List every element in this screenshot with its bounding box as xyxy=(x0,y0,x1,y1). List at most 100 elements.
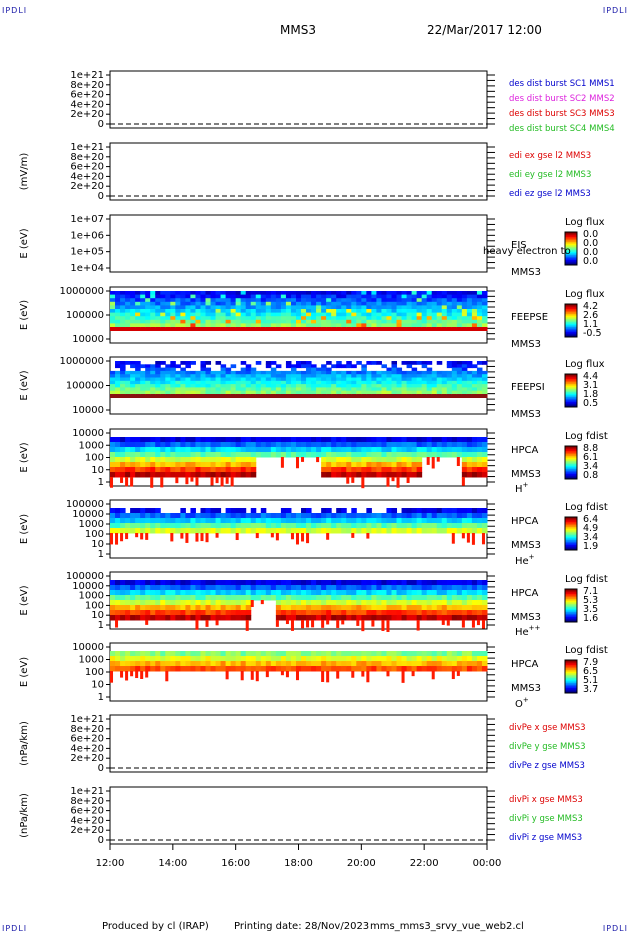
spectrogram-cell xyxy=(175,457,181,463)
spectrogram-cell xyxy=(476,327,483,331)
spectrogram-cell xyxy=(205,651,212,657)
spectrogram-cell xyxy=(331,294,337,299)
spectrogram-cell xyxy=(170,528,176,534)
spectrogram-cell xyxy=(386,600,392,606)
spectrogram-cell xyxy=(295,364,302,369)
spectrogram-cell xyxy=(391,390,398,395)
spectrogram-cell xyxy=(170,452,176,458)
spectrogram-cell xyxy=(130,316,136,321)
spectrogram-cell xyxy=(416,447,423,453)
spectrogram-cell xyxy=(446,508,453,514)
spectrogram-cell xyxy=(145,387,151,392)
spectrogram-cell xyxy=(205,467,212,473)
colorbar-title: Log flux xyxy=(565,217,605,228)
spectrogram-cell xyxy=(401,580,408,586)
colorbar-swatch xyxy=(565,250,577,253)
spectrogram-cell xyxy=(185,605,191,611)
spectrogram-cell xyxy=(391,387,398,392)
colorbar-swatch xyxy=(565,397,577,400)
spectrogram-cell xyxy=(456,294,463,299)
spectrogram-cell xyxy=(160,367,166,372)
spectrogram-cell xyxy=(421,384,428,388)
spectrogram-cell xyxy=(285,661,292,667)
spectrogram-cell xyxy=(175,452,181,458)
spectrogram-cell xyxy=(115,467,121,473)
spectrogram-cell xyxy=(255,666,262,672)
spectrogram-cell xyxy=(366,518,372,524)
spectrogram-cell xyxy=(225,651,232,657)
spectrogram-cell xyxy=(416,528,423,534)
spectrogram-cell xyxy=(230,513,237,519)
spectrogram-cell xyxy=(446,370,453,375)
spectrogram-cell xyxy=(326,533,330,540)
spectrogram-cell xyxy=(180,452,186,458)
spectrogram-cell xyxy=(115,323,121,328)
spectrogram-cell xyxy=(140,374,146,378)
spectrogram-cell xyxy=(285,309,292,314)
spectrogram-cell xyxy=(110,605,116,611)
spectrogram-cell xyxy=(230,298,237,303)
spectrogram-cell xyxy=(210,610,217,616)
spectrogram-cell xyxy=(346,370,352,375)
spectrogram-cell xyxy=(416,651,423,657)
spectrogram-cell xyxy=(210,387,217,392)
spectrogram-cell xyxy=(366,462,372,468)
spectrogram-cell xyxy=(295,301,302,306)
colorbar-swatch xyxy=(565,475,577,478)
y-tick-label: 6e+20 xyxy=(70,806,104,817)
spectrogram-cell xyxy=(406,380,413,385)
spectrogram-cell xyxy=(451,327,458,331)
colorbar-tick-label: 3.1 xyxy=(583,380,598,391)
spectrogram-cell xyxy=(245,513,252,519)
spectrogram-cell xyxy=(426,442,433,448)
spectrogram-cell xyxy=(290,595,297,601)
spectrogram-cell xyxy=(446,294,453,299)
spectrogram-cell xyxy=(130,390,136,395)
spectrogram-cell xyxy=(275,384,282,388)
spectrogram-cell xyxy=(421,294,428,299)
spectrogram-cell xyxy=(135,580,141,586)
spectrogram-cell xyxy=(160,384,166,388)
spectrogram-cell xyxy=(285,585,292,591)
spectrogram-cell xyxy=(421,312,428,317)
spectrogram-cell xyxy=(341,452,347,458)
spectrogram-cell xyxy=(110,291,116,296)
spectrogram-cell xyxy=(135,661,141,667)
spectrogram-cell xyxy=(180,437,186,443)
spectrogram-cell xyxy=(275,661,282,667)
spectrogram-cell xyxy=(195,661,201,667)
spectrogram-cell xyxy=(295,442,302,448)
spectrogram-cell xyxy=(431,327,438,331)
spectrogram-cell xyxy=(240,291,247,296)
y-axis-label: E (eV) xyxy=(19,585,30,615)
footer-produced-by: Produced by cl (IRAP) xyxy=(102,921,209,932)
spectrogram-cell xyxy=(125,380,131,385)
spectrogram-cell xyxy=(120,361,126,365)
spectrogram-cell xyxy=(135,447,141,453)
spectrogram-cell xyxy=(471,656,478,662)
spectrogram-cell xyxy=(145,291,151,296)
colorbar-swatch xyxy=(565,620,577,623)
spectrogram-cell xyxy=(431,316,438,321)
spectrogram-cell xyxy=(185,590,191,596)
spectrogram-cell xyxy=(275,380,282,385)
spectrogram-cell xyxy=(466,590,473,596)
spectrogram-cell xyxy=(280,457,284,468)
spectrogram-cell xyxy=(290,367,297,372)
spectrogram-cell xyxy=(260,374,267,378)
spectrogram-cell xyxy=(285,518,292,524)
spectrogram-cell xyxy=(441,585,448,591)
colorbar-swatch xyxy=(565,472,577,475)
spectrogram-cell xyxy=(416,301,423,306)
spectrogram-cell xyxy=(456,364,463,369)
spectrogram-cell xyxy=(386,316,392,321)
spectrogram-cell xyxy=(290,364,297,369)
colorbar-tick-label: 2.6 xyxy=(583,310,598,321)
spectrogram-cell xyxy=(140,384,146,388)
spectrogram-cell xyxy=(230,615,237,621)
spectrogram-cell xyxy=(301,508,307,514)
spectrogram-cell xyxy=(471,615,478,621)
spectrogram-cell xyxy=(265,661,272,667)
spectrogram-cell xyxy=(326,327,332,331)
spectrogram-cell xyxy=(301,323,307,328)
